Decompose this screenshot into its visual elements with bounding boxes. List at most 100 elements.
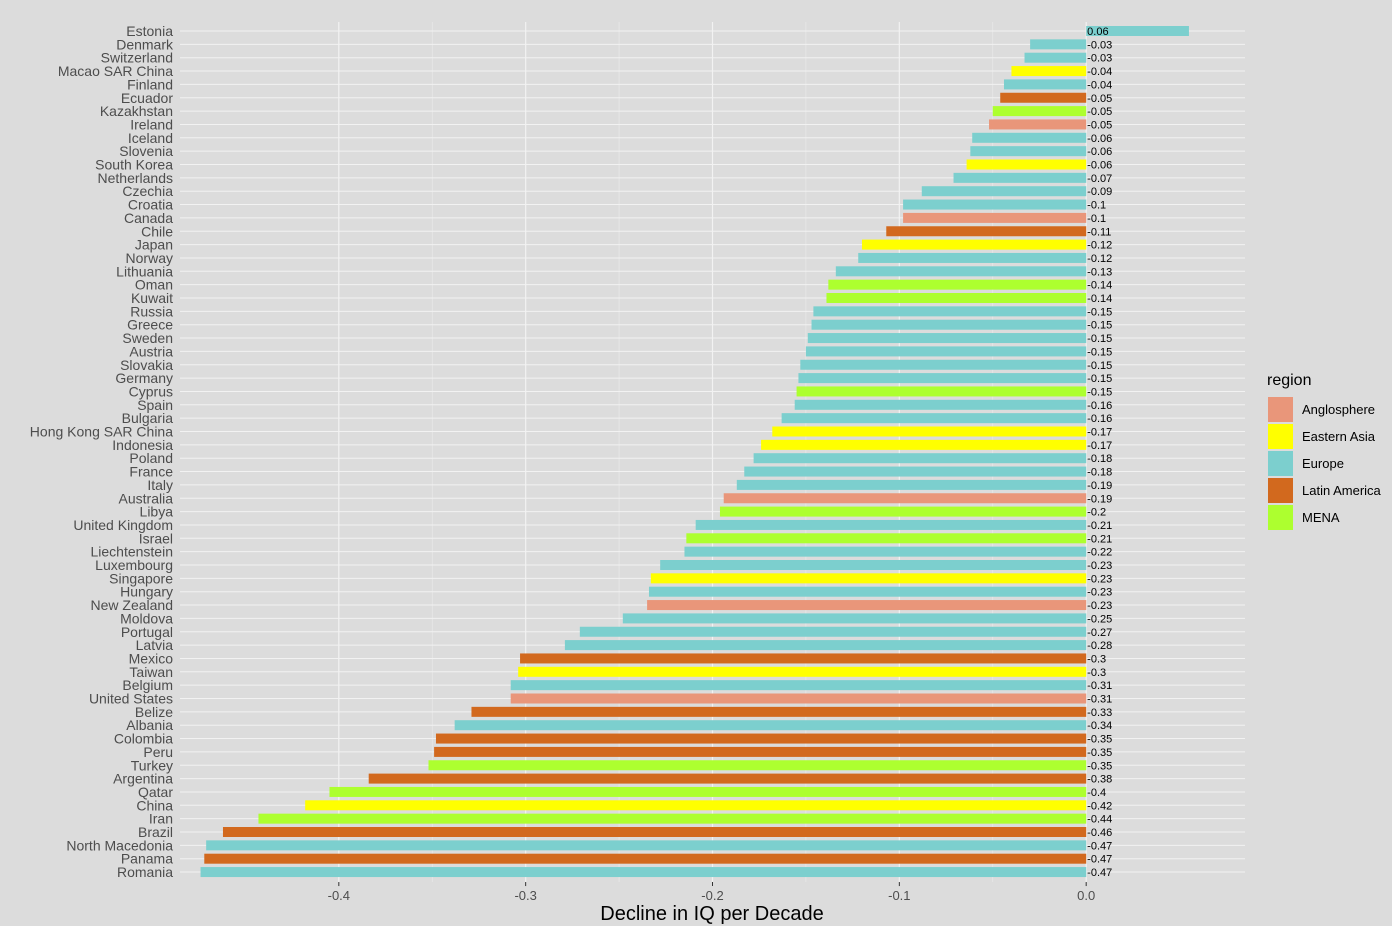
bar [579,626,1087,637]
data-label: -0.47 [1087,840,1112,852]
category-label: Albania [126,717,173,733]
bar [200,867,1087,878]
bar [204,853,1087,864]
data-label: -0.34 [1087,720,1112,732]
bar [736,479,1087,490]
bar [520,653,1087,664]
category-label: Chile [141,223,173,239]
bar [800,359,1087,370]
x-tick-label: -0.3 [514,888,536,903]
data-label: -0.14 [1087,293,1112,305]
data-label: -0.1 [1087,213,1106,225]
category-label: Latvia [136,637,174,653]
bar [903,199,1087,210]
data-label: -0.09 [1087,186,1112,198]
bar [807,333,1087,344]
category-label: Indonesia [112,437,173,453]
category-label: Japan [135,237,173,253]
bar [222,827,1087,837]
data-label: -0.47 [1087,867,1112,879]
category-label: Israel [139,530,173,546]
data-label: -0.05 [1087,106,1112,118]
data-label: -0.04 [1087,66,1112,78]
x-tick-label: -0.4 [328,888,350,903]
category-label: Slovenia [119,143,173,159]
category-label: Liechtenstein [90,544,173,560]
category-label: Libya [140,504,174,520]
category-label: Colombia [114,731,173,747]
category-label: Turkey [131,757,173,773]
data-label: -0.13 [1087,266,1112,278]
data-label: -0.38 [1087,774,1112,786]
x-tick-label: -0.1 [888,888,910,903]
category-label: Czechia [122,183,173,199]
data-label: -0.15 [1087,320,1112,332]
data-label: -0.35 [1087,747,1112,759]
data-label: -0.42 [1087,800,1112,812]
category-label: Canada [124,210,173,226]
category-label: Greece [127,317,173,333]
category-label: Austria [129,343,173,359]
bar [648,586,1087,597]
category-label: Australia [119,490,174,506]
data-label: -0.31 [1087,694,1112,706]
bar [684,546,1087,557]
data-label: -0.2 [1087,507,1106,519]
bar [794,399,1087,410]
legend-title: region [1267,372,1311,389]
bar [368,773,1087,784]
category-label: Mexico [129,650,174,666]
category-label: Slovakia [120,357,173,373]
bar [953,172,1087,183]
legend-swatch [1268,424,1293,449]
bar [796,386,1087,397]
value-labels: 0.06-0.03-0.03-0.04-0.04-0.05-0.05-0.05-… [1087,26,1112,879]
bar [686,533,1087,544]
category-label: Norway [126,250,173,266]
category-label: Iran [149,811,173,827]
bar [622,613,1087,624]
category-label: Hungary [120,584,173,600]
category-label: Kazakhstan [100,103,173,119]
data-label: -0.16 [1087,413,1112,425]
bar [992,106,1087,117]
data-label: -0.15 [1087,373,1112,385]
category-label: Germany [115,370,173,386]
category-label: Russia [130,303,173,319]
bar [826,293,1087,303]
category-label: Qatar [138,784,173,800]
data-label: -0.3 [1087,667,1106,679]
legend-label: Europe [1302,456,1344,471]
category-label: Switzerland [101,50,173,66]
data-label: -0.1 [1087,200,1106,212]
category-label: Macao SAR China [58,63,173,79]
category-label: Hong Kong SAR China [30,424,173,440]
bar [772,426,1087,437]
data-label: -0.15 [1087,386,1112,398]
category-label: Croatia [128,197,173,213]
category-label: Kuwait [131,290,173,306]
bar [1011,66,1087,77]
category-label: Finland [127,76,173,92]
data-label: -0.31 [1087,680,1112,692]
bar [428,760,1087,771]
bar [972,132,1087,143]
category-label: Belize [135,704,173,720]
bar [454,720,1087,731]
bar [1024,52,1087,63]
data-label: -0.11 [1087,226,1111,238]
category-label: Italy [147,477,173,493]
data-label: -0.25 [1087,613,1112,625]
category-label: Denmark [116,36,174,52]
category-label: Ecuador [121,90,173,106]
bars [200,26,1189,878]
category-label: Spain [137,397,173,413]
legend-label: Eastern Asia [1302,429,1376,444]
data-label: -0.35 [1087,760,1112,772]
legend-swatch [1268,397,1293,422]
bar [761,439,1087,450]
category-label: Panama [121,851,173,867]
bar [921,186,1087,197]
bar [258,813,1087,824]
